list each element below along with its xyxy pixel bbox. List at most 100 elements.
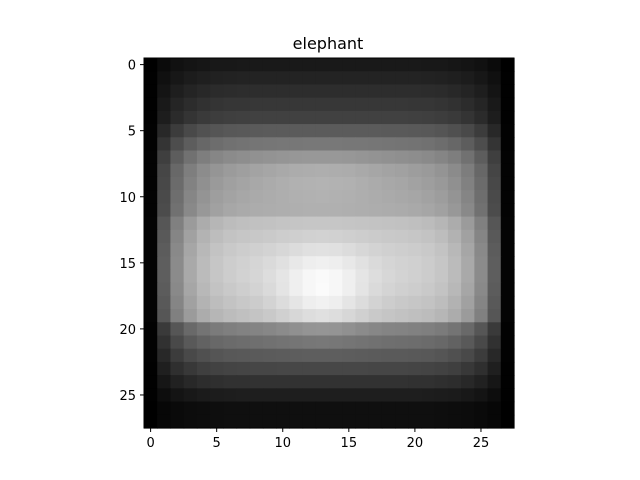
heatmap-cell — [381, 71, 396, 86]
heatmap-cell — [144, 256, 158, 271]
heatmap-cell — [381, 309, 396, 323]
heatmap-cell — [421, 137, 436, 152]
heatmap-cell — [368, 361, 383, 376]
heatmap-cell — [183, 203, 198, 218]
heatmap-cell — [355, 163, 370, 178]
heatmap-cell — [276, 348, 290, 363]
heatmap-cell — [395, 243, 409, 257]
heatmap-cell — [461, 190, 475, 204]
heatmap-cell — [447, 414, 462, 429]
heatmap-cell — [421, 309, 436, 323]
x-tick-label: 5 — [213, 436, 221, 451]
heatmap-cell — [210, 401, 224, 416]
heatmap-cell — [144, 414, 158, 429]
heatmap-cell — [329, 71, 343, 86]
heatmap-cell — [276, 163, 290, 178]
heatmap-cell — [447, 229, 462, 244]
heatmap-cell — [461, 124, 475, 138]
heatmap-cell — [487, 216, 502, 231]
heatmap-cell — [408, 203, 423, 218]
heatmap-cell — [289, 84, 304, 99]
heatmap-cell — [395, 110, 409, 125]
heatmap-cell — [487, 256, 502, 271]
heatmap-cell — [210, 322, 224, 337]
heatmap-cell — [276, 137, 290, 152]
heatmap-cell — [289, 375, 304, 389]
heatmap-cell — [355, 256, 370, 271]
heatmap-cell — [289, 137, 304, 152]
heatmap-cell — [157, 97, 172, 112]
y-tick-label: 0 — [128, 59, 136, 74]
heatmap-cell — [368, 176, 383, 191]
heatmap-cell — [196, 388, 211, 403]
heatmap-cell — [276, 282, 290, 297]
heatmap-cell — [408, 282, 423, 297]
heatmap-cell — [223, 401, 238, 416]
heatmap-cell — [434, 110, 449, 125]
heatmap-cell — [421, 84, 436, 99]
heatmap-cell — [315, 375, 330, 389]
heatmap-cell — [223, 137, 238, 152]
heatmap-cell — [249, 229, 264, 244]
heatmap-cell — [381, 335, 396, 350]
heatmap-cell — [223, 216, 238, 231]
heatmap-cell — [170, 243, 185, 257]
heatmap-cell — [144, 295, 158, 310]
heatmap-cell — [381, 348, 396, 363]
heatmap-cell — [196, 256, 211, 271]
heatmap-cells — [144, 58, 515, 429]
heatmap-cell — [408, 375, 423, 389]
heatmap-cell — [249, 71, 264, 86]
heatmap-cell — [315, 348, 330, 363]
heatmap-cell — [183, 414, 198, 429]
heatmap-cell — [170, 295, 185, 310]
heatmap-cell — [395, 137, 409, 152]
heatmap-cell — [487, 269, 502, 284]
heatmap-cell — [302, 150, 317, 165]
heatmap-cell — [289, 256, 304, 271]
heatmap-cell — [210, 256, 224, 271]
heatmap-cell — [342, 322, 357, 337]
heatmap-cell — [276, 295, 290, 310]
heatmap-cell — [368, 97, 383, 112]
heatmap-cell — [249, 309, 264, 323]
heatmap-cell — [196, 269, 211, 284]
heatmap-cell — [315, 414, 330, 429]
heatmap-cell — [368, 256, 383, 271]
heatmap-cell — [487, 361, 502, 376]
heatmap-cell — [355, 309, 370, 323]
heatmap-cell — [196, 322, 211, 337]
heatmap-cell — [249, 414, 264, 429]
heatmap-cell — [395, 401, 409, 416]
heatmap-cell — [302, 375, 317, 389]
heatmap-cell — [487, 243, 502, 257]
heatmap-cell — [210, 414, 224, 429]
heatmap-cell — [355, 110, 370, 125]
heatmap-cell — [302, 309, 317, 323]
heatmap-cell — [183, 295, 198, 310]
heatmap-cell — [368, 335, 383, 350]
heatmap-cell — [249, 282, 264, 297]
heatmap-cell — [447, 124, 462, 138]
heatmap-cell — [368, 322, 383, 337]
heatmap-cell — [434, 176, 449, 191]
heatmap-cell — [368, 388, 383, 403]
heatmap-cell — [434, 309, 449, 323]
heatmap-cell — [183, 110, 198, 125]
heatmap-cell — [196, 124, 211, 138]
heatmap-cell — [487, 229, 502, 244]
heatmap-cell — [342, 256, 357, 271]
heatmap-cell — [434, 401, 449, 416]
heatmap-cell — [355, 361, 370, 376]
heatmap-cell — [144, 97, 158, 112]
heatmap-cell — [170, 335, 185, 350]
heatmap-cell — [196, 243, 211, 257]
heatmap-cell — [329, 282, 343, 297]
heatmap-cell — [421, 176, 436, 191]
heatmap-cell — [500, 150, 515, 165]
heatmap-cell — [500, 256, 515, 271]
heatmap-cell — [157, 137, 172, 152]
heatmap-cell — [329, 269, 343, 284]
heatmap-cell — [461, 176, 475, 191]
heatmap-cell — [355, 414, 370, 429]
